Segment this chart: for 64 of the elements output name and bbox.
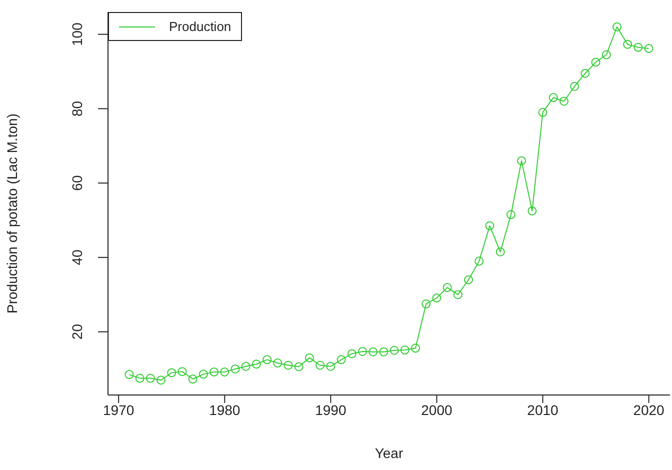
x-tick-label: 2000 (421, 402, 452, 418)
point (634, 42, 643, 52)
point (644, 44, 654, 53)
point (485, 221, 494, 230)
point (559, 96, 568, 106)
x-tick-label: 1980 (209, 402, 240, 418)
point (442, 283, 452, 292)
x-axis-title: Year (374, 445, 404, 461)
point (294, 362, 304, 372)
point (538, 108, 548, 117)
point (400, 346, 410, 355)
y-tick-label: 100 (69, 22, 85, 46)
point (368, 347, 378, 356)
point (506, 210, 516, 220)
point (602, 50, 611, 60)
point (273, 358, 282, 368)
y-tick-label: 80 (69, 100, 85, 116)
point (432, 293, 442, 302)
x-tick-label: 1970 (103, 402, 134, 418)
point (316, 360, 325, 370)
point (146, 374, 155, 383)
point (528, 206, 537, 216)
point (390, 346, 399, 355)
point (496, 247, 505, 256)
point (591, 58, 600, 67)
y-tick-label: 20 (69, 324, 85, 340)
point (304, 353, 314, 362)
legend-label: Production (169, 19, 232, 34)
point (580, 68, 590, 78)
y-tick-label: 60 (69, 175, 85, 191)
x-tick-label: 2020 (633, 402, 665, 418)
point (326, 362, 336, 371)
point (623, 40, 632, 49)
point (612, 22, 622, 32)
point (252, 360, 261, 369)
point (570, 82, 580, 91)
point (422, 299, 431, 308)
point (198, 370, 208, 379)
point (548, 93, 558, 102)
point (241, 362, 250, 371)
y-tick-label: 40 (69, 249, 85, 266)
point (124, 370, 134, 380)
point (167, 368, 176, 378)
point (358, 346, 367, 356)
point (336, 355, 346, 364)
point (284, 360, 293, 370)
point (474, 256, 484, 266)
point (230, 364, 240, 374)
point (517, 156, 526, 166)
point (135, 374, 144, 383)
point (156, 376, 166, 385)
point (347, 349, 356, 358)
x-tick-label: 2010 (527, 402, 559, 418)
point (220, 367, 230, 376)
point (411, 344, 420, 353)
point (262, 355, 272, 364)
point (464, 275, 474, 284)
point (178, 367, 187, 376)
x-tick-label: 1990 (315, 402, 346, 418)
point (188, 374, 198, 384)
point (453, 290, 462, 300)
point (379, 347, 388, 356)
point (210, 367, 219, 376)
y-axis-title: Production of potato (Lac M.ton) (4, 114, 20, 314)
